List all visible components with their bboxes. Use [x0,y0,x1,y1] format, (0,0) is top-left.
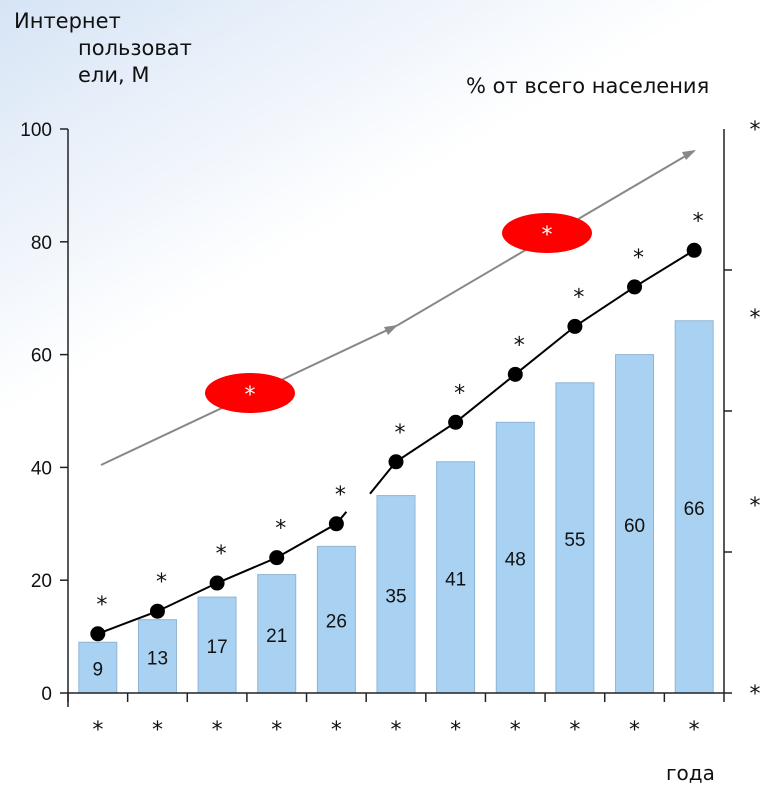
x-axis-label: года [666,761,715,785]
line-point [90,626,106,642]
bar [197,596,237,694]
trend-layer [100,150,696,466]
line-point-label: * [216,542,227,567]
y-axis-label-line-1: Интернет [14,9,121,33]
bar [495,421,535,694]
x-axis-tick-label: * [391,718,402,743]
line-point-label: * [573,285,584,310]
y2-axis-tick-label: * [750,682,761,707]
line-point [686,242,702,258]
line-point-label: * [395,421,406,446]
y-axis-label-line-3: ели, М [78,63,150,87]
bar-value-label: 66 [684,499,705,520]
line-point-label: * [514,333,525,358]
bar [436,461,476,694]
line-point [269,550,285,566]
line-point [448,414,464,430]
line-point [507,366,523,382]
line-point-label: * [335,483,346,508]
x-axis-tick-label: * [689,718,700,743]
y-axis-tick-label: 0 [41,684,52,705]
trend-badge-label: * [245,383,256,408]
x-axis-tick-label: * [629,718,640,743]
bar [555,382,595,694]
line-point-label: * [96,593,107,618]
line-point-label: * [633,246,644,271]
y2-axis-tick-label: * [750,118,761,143]
line-point [328,516,344,532]
x-axis-tick-label: * [510,718,521,743]
y2-axis-tick-label: * [750,494,761,519]
y-axis-tick-label: 40 [31,458,52,479]
line-point [388,454,404,470]
bar [78,641,118,694]
x-axis-tick-label: * [212,718,223,743]
y-axis-tick-label: 80 [31,233,52,254]
x-axis-tick-label: * [569,718,580,743]
bar-value-label: 55 [564,530,585,551]
line-point-label: * [156,570,167,595]
trend-arrow-line [100,150,695,466]
trend-arrow-mid-head [384,325,398,335]
y-axis-tick-label: 20 [31,571,52,592]
y-axis-label-line-2: пользоват [78,36,192,60]
y-axis-label: Интернет пользоват ели, М [14,8,192,89]
line-point [627,279,643,295]
x-axis-tick-label: * [450,718,461,743]
line-point [209,575,225,591]
y-axis-tick-label: 60 [31,346,52,367]
line-point-label: * [454,381,465,406]
x-axis-tick-label: * [331,718,342,743]
bar-value-label: 13 [147,648,168,669]
x-axis-tick-label: * [152,718,163,743]
bar-value-label: 48 [505,550,526,571]
badge-layer: ** [205,213,592,413]
bar-value-label: 35 [385,586,406,607]
bars-layer: 9 13 17 21 26 35 41 48 55 60 66 [78,320,714,694]
line-point-label: * [693,209,704,234]
y2-axis-label: % от всего населения [466,74,710,98]
bar [615,354,655,694]
line-point [567,318,583,334]
y-axis-tick-label: 100 [20,120,52,141]
y2-axis-tick-label: * [750,306,761,331]
bar-value-label: 41 [445,569,466,590]
bar-value-label: 9 [93,660,104,681]
line-layer: *********** [90,209,704,642]
bar [137,619,177,694]
bar-value-label: 17 [207,637,228,658]
trend-badge-label: * [542,223,553,248]
x-axis-tick-label: * [92,718,103,743]
trend-arrow-head [682,150,696,160]
x-axis-tick-label: * [271,718,282,743]
bar-value-label: 21 [266,626,287,647]
bar-value-label: 26 [326,612,347,633]
bar-value-label: 60 [624,516,645,537]
trend-badge [205,373,295,413]
line-point-label: * [275,517,286,542]
trend-badge [502,213,592,253]
line-point [149,603,165,619]
